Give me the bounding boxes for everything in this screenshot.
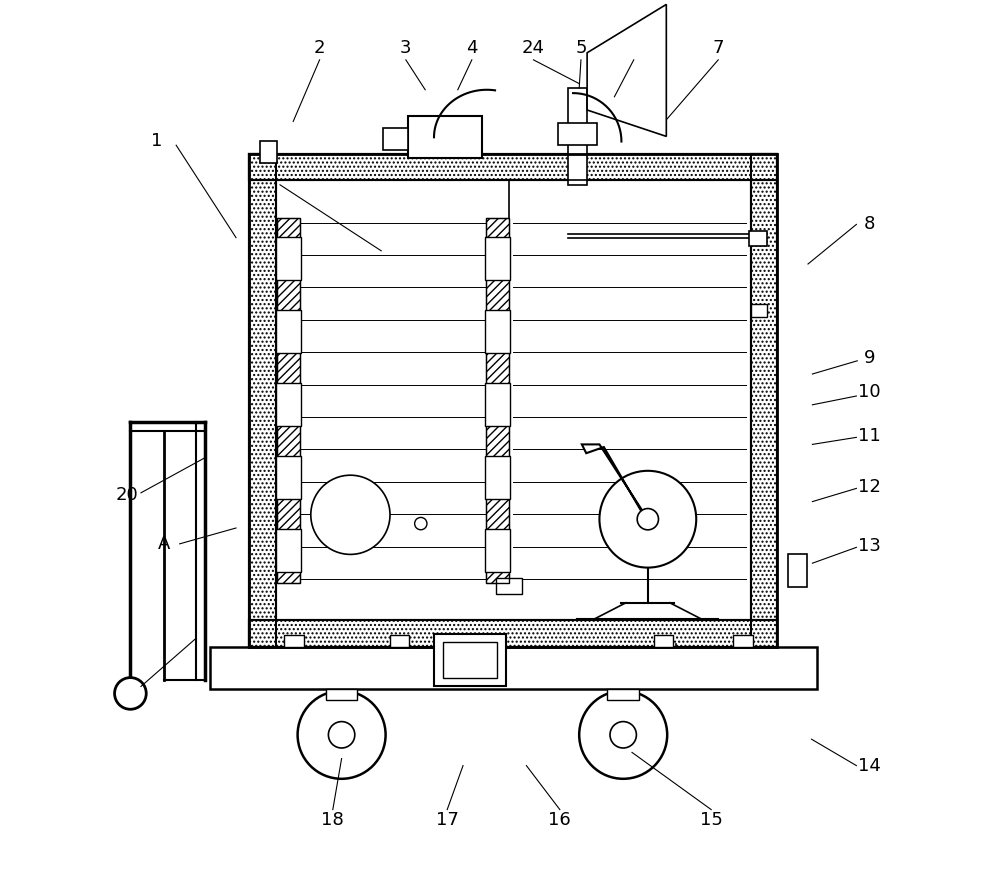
Bar (326, 689, 357, 700)
Bar (276, 383, 301, 427)
Bar (733, 635, 753, 647)
Text: 16: 16 (548, 811, 571, 829)
Bar (751, 154, 777, 647)
Text: 12: 12 (858, 478, 881, 495)
Polygon shape (587, 4, 666, 136)
Circle shape (298, 691, 386, 779)
Bar (249, 154, 276, 647)
Bar (383, 128, 408, 150)
Text: 20: 20 (116, 486, 138, 503)
Text: 9: 9 (864, 349, 875, 367)
Bar (558, 123, 597, 145)
Polygon shape (582, 444, 648, 519)
Bar (486, 218, 509, 583)
Bar (486, 218, 509, 583)
Text: 6: 6 (628, 40, 639, 57)
Bar (276, 529, 301, 573)
Bar (277, 218, 300, 583)
Bar (788, 554, 807, 587)
Bar (485, 529, 510, 573)
Text: 13: 13 (858, 537, 881, 554)
Bar (485, 237, 510, 281)
Bar (249, 154, 276, 647)
Bar (276, 180, 751, 620)
Bar (249, 154, 777, 180)
Circle shape (415, 517, 427, 530)
Text: 2: 2 (314, 40, 325, 57)
Text: 1: 1 (151, 132, 162, 150)
Bar (485, 456, 510, 500)
Bar (408, 116, 482, 158)
Circle shape (637, 509, 658, 530)
Text: A: A (158, 535, 170, 553)
Bar (751, 304, 767, 317)
Circle shape (579, 691, 667, 779)
Text: 5: 5 (575, 40, 587, 57)
Text: 3: 3 (400, 40, 412, 57)
Text: 19: 19 (115, 682, 138, 700)
Bar (276, 237, 301, 281)
Bar (751, 154, 777, 647)
Bar (568, 88, 587, 185)
Text: 15: 15 (700, 811, 723, 829)
Circle shape (599, 471, 696, 568)
Text: 8: 8 (864, 216, 875, 233)
Text: 11: 11 (858, 427, 881, 444)
Bar (749, 231, 767, 246)
Bar (249, 620, 777, 647)
Bar (276, 310, 301, 354)
Bar (434, 634, 506, 686)
Bar (485, 383, 510, 427)
Text: 14: 14 (858, 757, 881, 774)
Bar (249, 154, 777, 180)
Bar (485, 310, 510, 354)
Circle shape (311, 475, 390, 554)
Text: 4: 4 (466, 40, 478, 57)
Bar (249, 154, 777, 647)
Circle shape (610, 722, 636, 748)
Bar (390, 635, 409, 647)
Text: 18: 18 (321, 811, 344, 829)
Text: 10: 10 (858, 383, 881, 400)
Circle shape (115, 678, 146, 709)
Text: 24: 24 (522, 40, 545, 57)
Circle shape (328, 722, 355, 748)
Bar (607, 689, 639, 700)
Bar (249, 620, 777, 647)
Text: 17: 17 (436, 811, 459, 829)
Bar (210, 678, 817, 689)
Bar (210, 647, 817, 689)
Bar (284, 635, 304, 647)
Bar (276, 456, 301, 500)
Bar (277, 218, 300, 583)
Bar (654, 635, 673, 647)
Bar (260, 141, 277, 163)
Bar (496, 578, 522, 594)
Text: 7: 7 (712, 40, 724, 57)
Bar (443, 642, 497, 678)
